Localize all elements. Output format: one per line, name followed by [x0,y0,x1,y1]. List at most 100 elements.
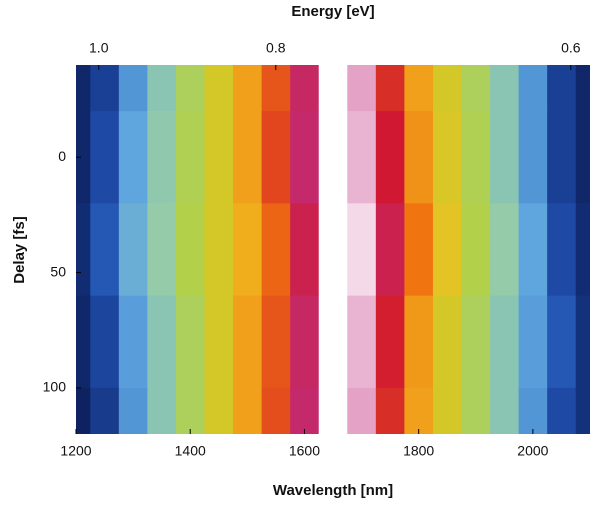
x-axis-label: Wavelength [nm] [273,482,393,499]
x-tick-label: 1600 [289,443,320,459]
heatmap-cell [261,387,291,434]
heatmap-cell [461,295,491,389]
heatmap-cell [290,65,320,112]
heatmap-cell [575,111,590,204]
heatmap-cell [90,203,120,297]
heatmap-cell [404,387,434,434]
heatmap-cell [204,65,234,112]
heatmap-cell [118,387,148,434]
heatmap-cell [318,295,348,389]
heatmap-cell [518,111,548,204]
heatmap-cell [318,203,348,297]
heatmap-cell [90,65,120,112]
heatmap-cell [461,111,491,204]
heatmap-cell [490,203,520,297]
heatmap-cell [432,387,463,434]
heatmap-cell [233,203,263,297]
heatmap-cell [547,65,577,112]
x2-tick-label: 1.0 [89,40,109,56]
heatmap-cell [490,65,520,112]
heatmap-cell [347,387,377,434]
heatmap-cell [147,387,177,434]
heatmap-cell [204,203,234,297]
heatmap-cell [175,295,206,389]
heatmap-cell [118,295,148,389]
heatmap-cell [261,203,291,297]
y-tick-label: 100 [43,379,67,395]
heatmap-cell [147,111,177,204]
heatmap-cell [90,387,120,434]
heatmap-cell [90,295,120,389]
heatmap-cell [461,387,491,434]
x-tick-label: 1800 [403,443,434,459]
heatmap-cell [547,295,577,389]
heatmap-cell [347,203,377,297]
heatmap-cell [347,111,377,204]
heatmap-cell [461,203,491,297]
heatmap-cell [375,203,405,297]
heatmap-cell [432,111,463,204]
y-axis-label: Delay [fs] [11,216,28,284]
heatmap-cell [547,111,577,204]
heatmap-cell [404,111,434,204]
x2-tick-label: 0.6 [561,40,581,56]
heatmap-cell [76,203,91,297]
chart-title: Energy [eV] [291,3,374,20]
heatmap-cell [318,387,348,434]
heatmap-cell [233,295,263,389]
heatmap-cell [404,65,434,112]
heatmap-cell [204,295,234,389]
heatmap-cell [404,295,434,389]
heatmap-cell [147,295,177,389]
heatmap-cell [575,387,590,434]
heatmap-cell [404,203,434,297]
heatmap-cell [490,111,520,204]
heatmap-cell [290,111,320,204]
heatmap-cell [233,111,263,204]
heatmap-cell [575,65,590,112]
heatmap-cell [490,295,520,389]
heatmap-cell [490,387,520,434]
heatmap-cell [432,65,463,112]
heatmap-cell [518,203,548,297]
x-tick-label: 1400 [175,443,206,459]
heatmap-cell [175,203,206,297]
heatmap-cell [375,65,405,112]
heatmap-cell [76,387,91,434]
heatmap-cell [518,295,548,389]
heatmap-cell [118,111,148,204]
y-tick-label: 0 [58,148,66,164]
heatmap-cell [76,65,91,112]
heatmap-cell [175,387,206,434]
x-tick-label: 1200 [60,443,91,459]
heatmap-cell [118,203,148,297]
heatmap-cell [290,295,320,389]
heatmap-cell [290,203,320,297]
heatmap-cell [575,295,590,389]
heatmap-cell [261,65,291,112]
heatmap-cell [204,111,234,204]
heatmap-cell [261,295,291,389]
heatmap-cell [76,295,91,389]
heatmap-cell [147,203,177,297]
heatmap-cell [233,65,263,112]
heatmap-cell [547,203,577,297]
heatmap-cell [375,387,405,434]
heatmap-cell [432,295,463,389]
heatmap [76,65,590,434]
heatmap-cell [90,111,120,204]
heatmap-cell [375,111,405,204]
x2-tick-label: 0.8 [266,40,286,56]
heatmap-cell [175,111,206,204]
heatmap-cell [290,387,320,434]
heatmap-cell [518,65,548,112]
heatmap-cell [76,111,91,204]
heatmap-cell [233,387,263,434]
y-tick-label: 50 [50,263,66,279]
heatmap-cell [261,111,291,204]
heatmap-cell [318,111,348,204]
x-tick-label: 2000 [517,443,548,459]
heatmap-cell [318,65,348,112]
heatmap-cell [375,295,405,389]
